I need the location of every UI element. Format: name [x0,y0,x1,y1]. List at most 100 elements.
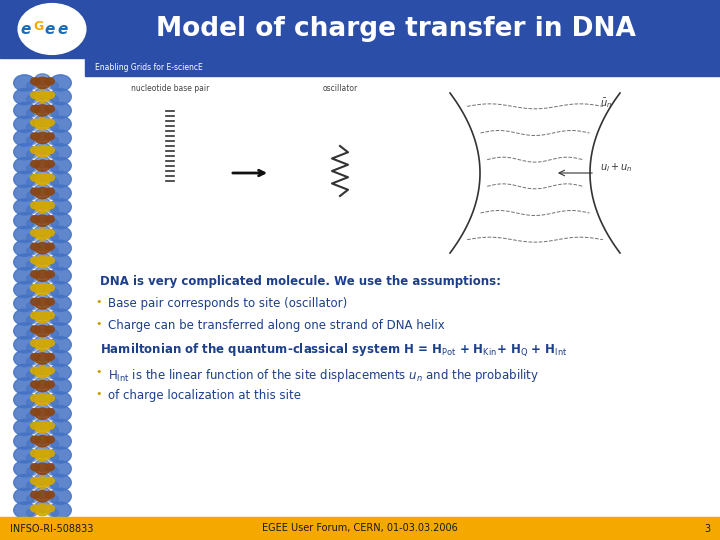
Circle shape [48,316,58,324]
Circle shape [35,381,50,392]
Circle shape [45,119,55,126]
Text: •: • [95,367,102,377]
Circle shape [50,309,71,325]
Text: •: • [95,319,102,329]
Circle shape [14,130,35,146]
Text: G: G [33,19,43,32]
Circle shape [14,144,35,160]
Circle shape [35,449,50,461]
Circle shape [45,367,55,374]
Circle shape [27,454,37,462]
Circle shape [35,225,50,237]
Circle shape [50,103,71,119]
Circle shape [48,123,58,131]
Circle shape [27,178,37,186]
Circle shape [35,391,50,402]
Circle shape [27,468,37,475]
Circle shape [31,119,40,126]
Circle shape [50,144,71,160]
Circle shape [45,353,55,360]
Circle shape [35,174,50,185]
Circle shape [45,395,55,402]
Circle shape [48,343,58,352]
Circle shape [35,184,50,195]
Circle shape [48,82,58,90]
Circle shape [50,502,71,518]
Circle shape [27,371,37,379]
Circle shape [27,96,37,103]
Circle shape [31,464,40,471]
Circle shape [35,187,50,199]
Circle shape [48,164,58,172]
Circle shape [27,206,37,213]
Circle shape [48,178,58,186]
Circle shape [35,284,50,295]
Circle shape [27,123,37,131]
Text: EGEE User Forum, CERN, 01-03.03.2006: EGEE User Forum, CERN, 01-03.03.2006 [262,523,458,534]
Circle shape [27,509,37,517]
Circle shape [31,353,40,360]
Circle shape [50,461,71,477]
Circle shape [35,408,50,419]
Text: e: e [58,23,68,37]
Circle shape [45,422,55,429]
Circle shape [48,206,58,213]
Circle shape [50,392,71,408]
Circle shape [14,433,35,449]
Circle shape [14,213,35,229]
Circle shape [35,325,50,336]
Circle shape [50,364,71,380]
Circle shape [48,481,58,489]
Circle shape [45,436,55,443]
Circle shape [45,271,55,278]
Circle shape [35,170,50,182]
Circle shape [14,475,35,491]
Circle shape [50,199,71,215]
Circle shape [27,413,37,420]
Circle shape [27,233,37,241]
Circle shape [48,413,58,420]
Circle shape [35,115,50,127]
Circle shape [35,143,50,154]
Circle shape [50,420,71,436]
Text: DNA is very complicated molecule. We use the assumptions:: DNA is very complicated molecule. We use… [100,275,501,288]
Circle shape [14,75,35,91]
Circle shape [14,461,35,477]
Circle shape [31,188,40,195]
Circle shape [31,436,40,443]
Circle shape [35,349,50,361]
Circle shape [48,440,58,448]
Circle shape [35,229,50,240]
Circle shape [14,323,35,339]
Circle shape [35,239,50,251]
Circle shape [50,89,71,105]
Circle shape [35,87,50,99]
Bar [0,517,720,540]
Circle shape [14,89,35,105]
Text: e: e [21,23,31,37]
Circle shape [35,432,50,444]
Circle shape [45,257,55,264]
Circle shape [14,295,35,312]
Circle shape [48,468,58,475]
Circle shape [48,330,58,338]
Circle shape [31,202,40,209]
Circle shape [35,77,50,89]
Circle shape [35,129,50,140]
Circle shape [35,132,50,144]
Circle shape [35,160,50,171]
Circle shape [27,385,37,393]
Text: H$_{\mathrm{Int}}$ is the linear function of the site displacements $u_n$ and th: H$_{\mathrm{Int}}$ is the linear functio… [108,367,539,384]
Circle shape [27,288,37,296]
Circle shape [45,147,55,154]
Circle shape [31,367,40,374]
Circle shape [45,105,55,112]
Circle shape [35,270,50,281]
Circle shape [31,422,40,429]
Circle shape [14,378,35,394]
Circle shape [35,394,50,406]
Circle shape [48,261,58,268]
Circle shape [35,308,50,320]
Circle shape [35,501,50,512]
Circle shape [35,336,50,347]
